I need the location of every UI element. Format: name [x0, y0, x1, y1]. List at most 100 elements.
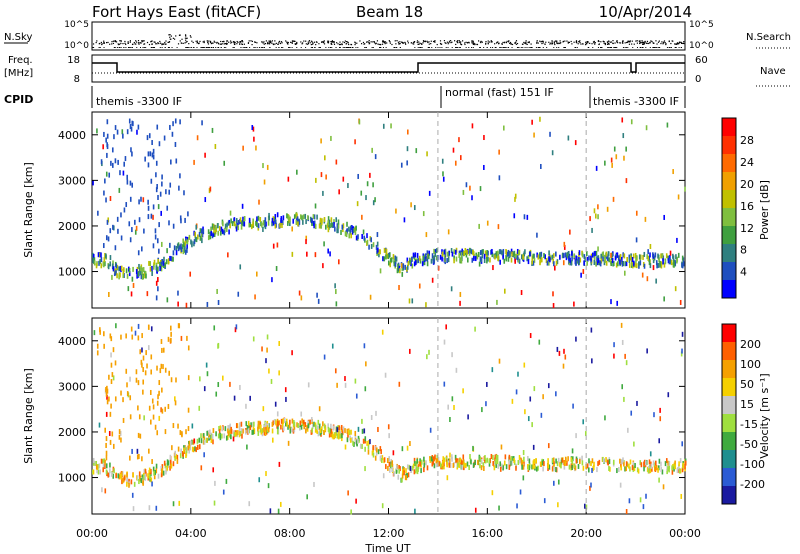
velocity-echo	[93, 460, 95, 466]
velocity-echo	[238, 426, 241, 432]
nsky-strip: N.Sky 10^5 10^0 10^5 10^0 N.Search	[4, 20, 791, 51]
power-echo	[604, 160, 606, 166]
nsearch-dot	[296, 47, 298, 48]
velocity-echo	[186, 445, 189, 451]
nsky-dot	[448, 40, 451, 42]
power-echo	[319, 217, 322, 223]
nsky-dot	[650, 40, 652, 42]
velocity-echo	[143, 415, 145, 421]
velocity-echo	[247, 428, 250, 434]
power-echo	[435, 248, 438, 254]
velocity-echo	[577, 463, 580, 469]
power-echo	[406, 160, 408, 166]
nsky-dot	[528, 41, 530, 43]
velocity-echo	[619, 482, 622, 488]
nsky-dot	[491, 41, 493, 43]
nsearch-dot	[420, 47, 422, 48]
velocity-echo	[543, 461, 545, 467]
nsearch-dot	[564, 47, 566, 48]
velocity-echo	[235, 324, 238, 330]
nsky-dot	[220, 40, 222, 43]
velocity-echo	[519, 489, 522, 495]
power-echo	[486, 250, 488, 256]
freq-tick-top: 18	[67, 55, 80, 66]
nsky-dot	[407, 42, 409, 44]
velocity-echo	[221, 433, 223, 439]
power-echo	[152, 264, 155, 270]
velocity-echo	[120, 474, 122, 480]
velocity-echo	[673, 466, 675, 472]
nsearch-dot	[447, 47, 449, 48]
nsearch-dot	[641, 47, 643, 48]
nsky-dot	[606, 41, 609, 43]
power-echo	[543, 253, 545, 259]
power-echo	[411, 256, 413, 262]
velocity-echo	[379, 446, 382, 452]
velocity-echo	[374, 455, 377, 461]
power-echo	[616, 252, 619, 258]
velocity-echo	[643, 459, 646, 465]
power-echo	[417, 258, 420, 264]
velocity-echo	[162, 364, 164, 370]
power-echo	[233, 217, 236, 223]
nsky-dot	[593, 40, 595, 43]
nsky-dot	[209, 41, 212, 44]
nsky-dot	[368, 42, 371, 44]
nsky-dot	[133, 41, 135, 44]
velocity-echo	[224, 426, 227, 432]
power-echo	[602, 256, 604, 262]
nsky-dot	[223, 41, 225, 43]
power-echo	[178, 185, 180, 191]
velocity-echo	[151, 398, 154, 404]
power-echo	[165, 189, 167, 195]
velocity-echo	[129, 414, 132, 420]
nsky-dot	[226, 42, 228, 44]
power-echo	[684, 186, 686, 192]
nsky-dot	[541, 42, 543, 45]
velocity-echo	[666, 469, 668, 475]
velocity-echo	[346, 437, 349, 443]
nsky-dot	[195, 40, 197, 42]
velocity-echo	[681, 467, 684, 473]
nsky-dot	[508, 40, 510, 42]
power-echo	[169, 124, 171, 130]
velocity-echo	[571, 448, 574, 454]
velocity-echo	[417, 466, 419, 472]
velocity-colorbar-tick: 50	[740, 378, 754, 391]
power-echo	[213, 231, 216, 237]
velocity-echo	[275, 420, 277, 426]
velocity-echo	[291, 350, 293, 356]
power-echo	[453, 255, 455, 261]
nsearch-dot	[656, 47, 658, 48]
velocity-echo	[241, 433, 243, 439]
velocity-echo	[414, 468, 417, 474]
power-echo	[584, 256, 586, 262]
power-echo	[669, 250, 672, 256]
power-echo	[655, 260, 658, 266]
velocity-echo	[287, 424, 289, 430]
velocity-echo	[96, 343, 99, 349]
power-echo	[404, 264, 406, 270]
velocity-echo	[459, 457, 461, 463]
power-echo	[407, 260, 410, 266]
velocity-echo	[455, 458, 457, 464]
power-echo	[332, 222, 334, 228]
nsky-dot	[643, 42, 645, 45]
velocity-echo	[492, 454, 494, 460]
nsky-dot	[398, 43, 400, 45]
power-echo	[130, 291, 133, 297]
power-echo	[223, 160, 226, 166]
nsky-dot	[608, 40, 610, 42]
power-echo	[614, 255, 617, 261]
power-echo	[138, 263, 140, 269]
nsky-dot	[236, 40, 238, 43]
nsky-dot	[98, 43, 100, 45]
power-echo	[157, 277, 159, 283]
velocity-echo	[582, 465, 585, 471]
power-echo	[406, 264, 409, 270]
velocity-echo	[433, 463, 436, 469]
nsky-dot	[229, 40, 232, 42]
nave-tick-top: 60	[695, 55, 708, 66]
nsky-dot	[514, 42, 516, 44]
velocity-echo	[297, 423, 299, 429]
